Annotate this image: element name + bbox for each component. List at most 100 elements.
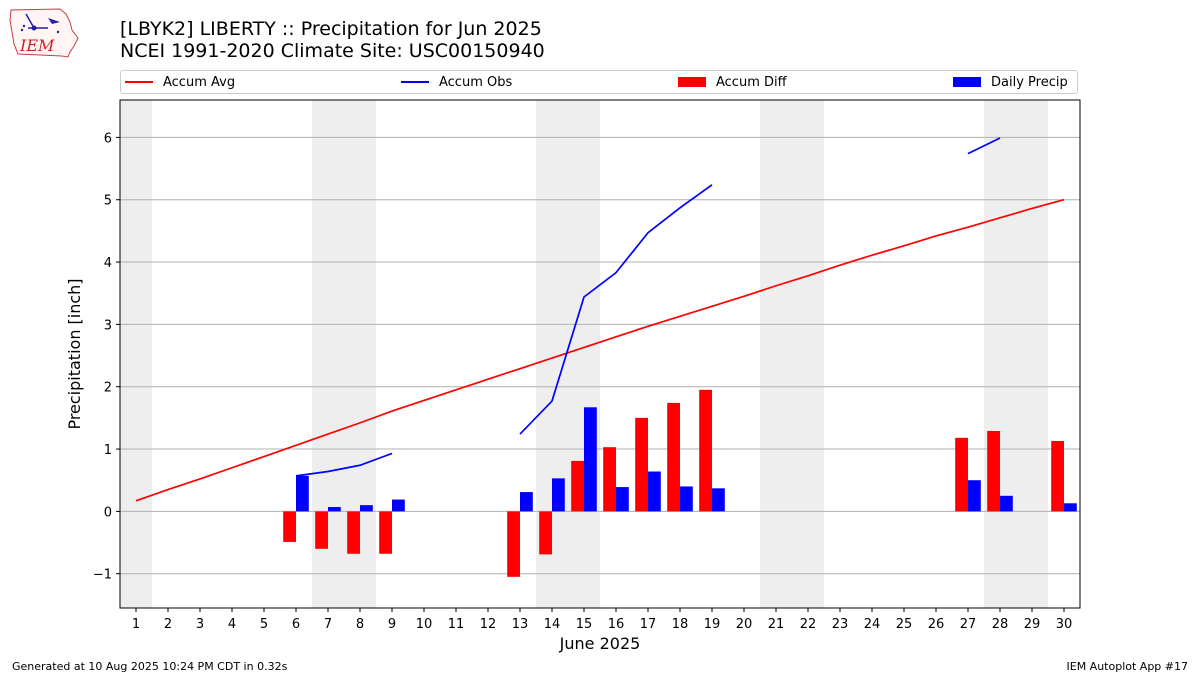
weekend-shade: [984, 100, 1048, 608]
legend-swatch-accum-diff: [678, 77, 706, 87]
y-tick-label: −1: [93, 568, 112, 583]
x-tick-label: 10: [416, 617, 433, 632]
legend-item-daily-precip: Daily Precip: [953, 71, 1068, 93]
accum-diff-bar: [347, 511, 360, 554]
chart-legend: Accum Avg Accum Obs Accum Diff Daily Pre…: [120, 70, 1078, 94]
accum-diff-bar: [955, 437, 968, 512]
x-axis-ticks: 1 2 3 4 5 6 7 8 9 10 11 12 13 14 15 16 17 18 19 20 21 22 23 24 2…: [132, 608, 1072, 632]
x-tick-label: 14: [544, 617, 561, 632]
y-tick-label: 5: [104, 194, 112, 209]
daily-precip-bar: [584, 407, 597, 512]
daily-precip-bar: [1000, 495, 1013, 512]
accum-obs-line: [519, 184, 713, 435]
x-tick-label: 19: [704, 617, 721, 632]
x-axis-label: June 2025: [559, 634, 641, 653]
y-axis-ticks: −1 0 1 2 3 4 5 6: [93, 131, 120, 583]
accum-diff-bar: [987, 430, 1000, 512]
x-tick-label: 2: [164, 617, 172, 632]
daily-precip-bar: [968, 480, 981, 512]
y-tick-label: 6: [104, 131, 112, 146]
daily-precip-bar: [712, 488, 725, 512]
accum-diff-bar: [1051, 440, 1064, 512]
footer-generated-text: Generated at 10 Aug 2025 10:24 PM CDT in…: [12, 660, 288, 673]
iem-logo: IEM: [9, 8, 79, 58]
x-tick-label: 7: [324, 617, 332, 632]
accum-diff-bar: [571, 460, 584, 512]
x-tick-label: 26: [928, 617, 945, 632]
accum-diff-bar: [635, 417, 648, 512]
x-tick-label: 28: [992, 617, 1009, 632]
footer-app-text: IEM Autoplot App #17: [1066, 660, 1189, 673]
accum-diff-bar: [283, 511, 296, 542]
legend-item-accum-obs: Accum Obs: [401, 71, 512, 93]
daily-precip-bar: [392, 499, 405, 512]
daily-precip-bar: [1064, 503, 1077, 512]
x-tick-label: 23: [832, 617, 849, 632]
legend-swatch-accum-avg: [125, 81, 153, 83]
legend-label-accum-avg: Accum Avg: [163, 74, 236, 90]
x-tick-label: 24: [864, 617, 881, 632]
y-tick-label: 4: [104, 256, 112, 271]
x-tick-label: 13: [512, 617, 529, 632]
x-tick-label: 1: [132, 617, 140, 632]
x-tick-label: 29: [1024, 617, 1041, 632]
accum-avg-line: [135, 198, 1065, 502]
x-tick-label: 11: [448, 617, 465, 632]
x-tick-label: 30: [1056, 617, 1073, 632]
accum-diff-bar: [379, 511, 392, 554]
weekend-shade: [120, 100, 152, 608]
x-tick-label: 22: [800, 617, 817, 632]
bars: [283, 389, 1077, 577]
x-tick-label: 27: [960, 617, 977, 632]
chart-subtitle: NCEI 1991-2020 Climate Site: USC00150940: [120, 40, 545, 62]
x-tick-label: 3: [196, 617, 204, 632]
x-tick-label: 4: [228, 617, 236, 632]
x-tick-label: 25: [896, 617, 913, 632]
x-tick-label: 8: [356, 617, 364, 632]
x-tick-label: 5: [260, 617, 268, 632]
accum-diff-bar: [507, 511, 520, 577]
daily-precip-bar: [360, 505, 373, 512]
legend-item-accum-avg: Accum Avg: [125, 71, 235, 93]
accum-obs-line: [967, 137, 1001, 155]
weekend-shade: [760, 100, 824, 608]
x-tick-label: 6: [292, 617, 300, 632]
y-tick-label: 1: [104, 443, 112, 458]
daily-precip-bar: [552, 478, 565, 512]
plot-frame: [119, 99, 1081, 609]
x-tick-label: 21: [768, 617, 785, 632]
daily-precip-bar: [328, 507, 341, 512]
legend-label-accum-obs: Accum Obs: [439, 74, 513, 90]
x-tick-label: 15: [576, 617, 593, 632]
x-tick-label: 17: [640, 617, 657, 632]
legend-swatch-daily-precip: [953, 77, 981, 87]
accum-diff-bar: [667, 402, 680, 512]
legend-swatch-accum-obs: [401, 81, 429, 83]
daily-precip-bar: [296, 475, 309, 512]
accum-obs-line: [295, 452, 393, 477]
logo-text: IEM: [19, 36, 55, 55]
legend-label-daily-precip: Daily Precip: [991, 74, 1068, 90]
chart-title: [LBYK2] LIBERTY :: Precipitation for Jun…: [120, 18, 542, 40]
daily-precip-bar: [520, 492, 533, 512]
daily-precip-bar: [648, 471, 661, 512]
x-tick-label: 12: [480, 617, 497, 632]
y-tick-label: 0: [104, 505, 112, 520]
y-tick-label: 3: [104, 318, 112, 333]
weekend-shading: [120, 100, 1048, 608]
daily-precip-bar: [616, 487, 629, 512]
accum-diff-bar: [699, 389, 712, 512]
legend-item-accum-diff: Accum Diff: [678, 71, 787, 93]
accum-diff-bar: [315, 511, 328, 549]
accum-diff-bar: [603, 447, 616, 512]
x-tick-label: 20: [736, 617, 753, 632]
lines: [135, 137, 1065, 502]
y-tick-label: 2: [104, 381, 112, 396]
x-tick-label: 18: [672, 617, 689, 632]
daily-precip-bar: [680, 486, 693, 512]
gridlines: [120, 136, 1080, 575]
accum-diff-bar: [539, 511, 552, 555]
x-tick-label: 9: [388, 617, 396, 632]
x-tick-label: 16: [608, 617, 625, 632]
